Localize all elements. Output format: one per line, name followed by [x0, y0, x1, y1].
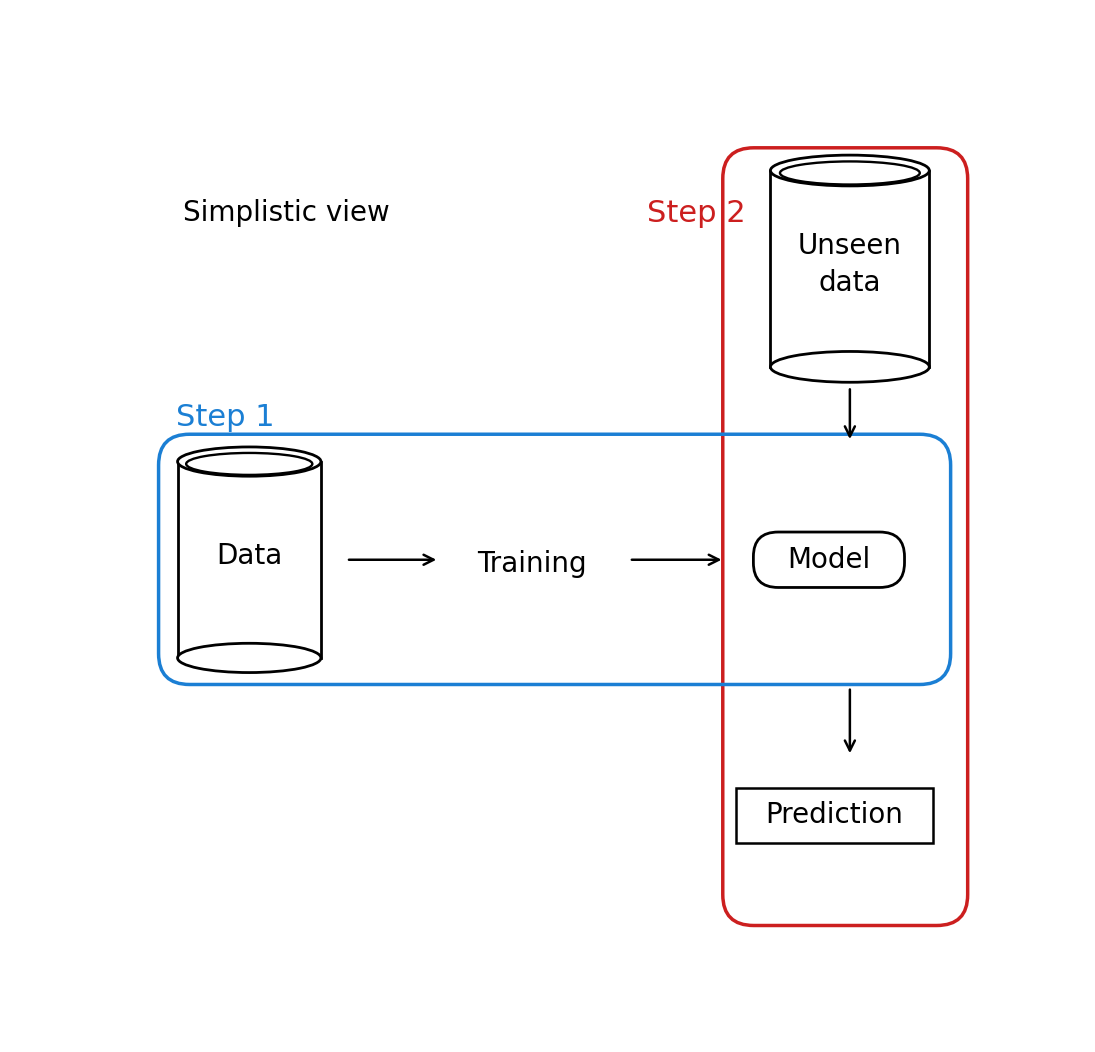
Text: Prediction: Prediction — [765, 802, 903, 829]
Text: Simplistic view: Simplistic view — [183, 200, 390, 227]
Polygon shape — [771, 170, 930, 367]
Ellipse shape — [177, 643, 321, 672]
Ellipse shape — [771, 155, 930, 186]
Ellipse shape — [177, 447, 321, 477]
Text: Step 2: Step 2 — [647, 200, 746, 228]
Text: Model: Model — [787, 546, 871, 573]
Polygon shape — [177, 462, 321, 658]
FancyBboxPatch shape — [753, 532, 904, 587]
Ellipse shape — [771, 351, 930, 382]
Text: Training: Training — [477, 549, 587, 578]
Text: Step 1: Step 1 — [175, 403, 274, 432]
Bar — [736, 788, 933, 843]
Text: Data: Data — [216, 542, 283, 570]
Text: Unseen
data: Unseen data — [798, 232, 902, 298]
